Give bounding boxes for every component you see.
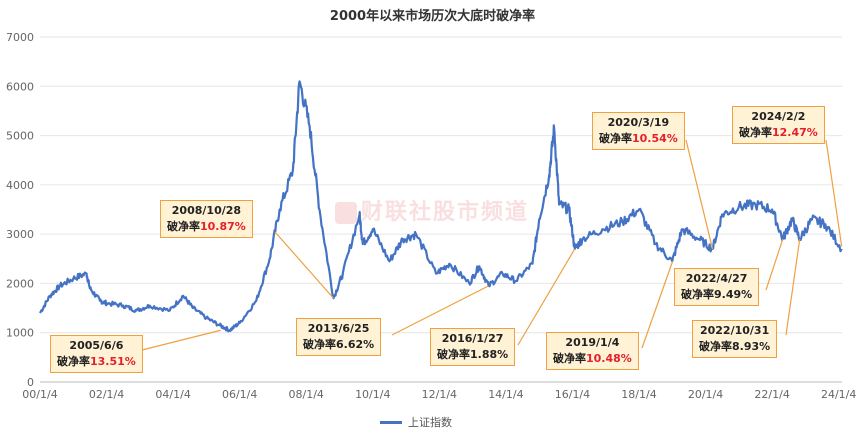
callout-pb-label: 破净率 xyxy=(599,132,632,145)
watermark-logo-icon xyxy=(335,202,357,224)
callout-2022-4-27: 2022/4/27 破净率9.49% xyxy=(674,268,760,306)
callout-pb-label: 破净率 xyxy=(437,348,470,361)
callout-leader-line xyxy=(391,285,489,336)
callout-leader-line xyxy=(141,329,221,351)
callout-pb-label: 破净率 xyxy=(57,355,90,368)
callout-leader-line xyxy=(685,139,714,250)
callout-pb-value: 10.54% xyxy=(632,132,678,145)
callout-2005-6-6: 2005/6/6 破净率13.51% xyxy=(50,335,143,373)
x-tick-label: 08/1/4 xyxy=(289,388,324,401)
callout-pb-value: 13.51% xyxy=(90,355,136,368)
x-tick-label: 00/1/4 xyxy=(22,388,57,401)
x-tick-label: 22/1/4 xyxy=(754,388,789,401)
legend[interactable]: 上证指数 xyxy=(380,414,452,430)
watermark-text: 财联社股市频道 xyxy=(361,200,530,225)
x-tick-label: 06/1/4 xyxy=(222,388,257,401)
callout-2019-1-4: 2019/1/4 破净率10.48% xyxy=(546,332,639,370)
callout-pb-value: 8.93% xyxy=(732,340,771,353)
x-tick-label: 02/1/4 xyxy=(89,388,124,401)
callout-pb: 破净率6.62% xyxy=(303,337,374,353)
callout-pb-label: 破净率 xyxy=(303,338,336,351)
callout-date: 2020/3/19 xyxy=(607,116,670,129)
callout-leader-line xyxy=(765,238,784,291)
callout-pb: 破净率10.54% xyxy=(599,131,678,147)
callout-pb: 破净率1.88% xyxy=(437,347,508,363)
callout-pb-label: 破净率 xyxy=(681,288,714,301)
y-tick-label: 2000 xyxy=(6,277,34,290)
callout-date: 2005/6/6 xyxy=(69,339,124,352)
callout-pb-value: 9.49% xyxy=(714,288,753,301)
legend-label: 上证指数 xyxy=(408,416,452,429)
callout-pb: 破净率13.51% xyxy=(57,354,136,370)
y-tick-label: 6000 xyxy=(6,80,34,93)
y-tick-label: 5000 xyxy=(6,130,34,143)
callout-pb-value: 10.87% xyxy=(200,220,246,233)
callout-leader-line xyxy=(517,248,576,346)
y-tick-label: 4000 xyxy=(6,179,34,192)
callout-date: 2019/1/4 xyxy=(565,336,620,349)
callout-pb-value: 10.48% xyxy=(586,352,632,365)
watermark: 财联社股市频道 xyxy=(335,194,529,226)
callout-date: 2024/2/2 xyxy=(751,110,806,123)
callout-leader-line xyxy=(641,261,674,349)
callout-date: 2016/1/27 xyxy=(441,332,504,345)
callout-pb-value: 12.47% xyxy=(772,126,818,139)
x-tick-label: 12/1/4 xyxy=(422,388,457,401)
callout-date: 2022/4/27 xyxy=(685,272,748,285)
x-tick-label: 04/1/4 xyxy=(155,388,190,401)
callout-leader-line xyxy=(785,238,801,336)
legend-swatch xyxy=(380,420,402,424)
callout-pb-value: 1.88% xyxy=(470,348,509,361)
x-tick-label: 16/1/4 xyxy=(555,388,590,401)
callout-pb: 破净率10.87% xyxy=(167,219,246,235)
x-tick-label: 14/1/4 xyxy=(488,388,523,401)
y-tick-label: 3000 xyxy=(6,228,34,241)
callout-pb-label: 破净率 xyxy=(167,220,200,233)
callout-2024-2-2: 2024/2/2 破净率12.47% xyxy=(732,106,825,144)
callout-date: 2022/10/31 xyxy=(699,324,770,337)
callout-date: 2013/6/25 xyxy=(307,322,370,335)
callout-date: 2008/10/28 xyxy=(171,204,242,217)
x-tick-label: 20/1/4 xyxy=(688,388,723,401)
callout-2016-1-27: 2016/1/27 破净率1.88% xyxy=(430,328,516,366)
chart-title: 2000年以来市场历次大底时破净率 xyxy=(329,9,536,24)
callout-2022-10-31: 2022/10/31 破净率8.93% xyxy=(692,320,778,358)
series-line-shanghai-index xyxy=(39,80,843,333)
callout-pb-label: 破净率 xyxy=(699,340,732,353)
x-tick-label: 24/1/4 xyxy=(821,388,856,401)
callout-pb: 破净率8.93% xyxy=(699,339,770,355)
y-tick-label: 7000 xyxy=(6,31,34,44)
callout-2013-6-25: 2013/6/25 破净率6.62% xyxy=(296,318,382,356)
callout-pb-value: 6.62% xyxy=(336,338,375,351)
x-tick-label: 18/1/4 xyxy=(621,388,656,401)
callout-leader-line xyxy=(274,231,334,299)
callout-pb-label: 破净率 xyxy=(553,352,586,365)
callout-2020-3-19: 2020/3/19 破净率10.54% xyxy=(592,112,685,150)
callout-pb: 破净率12.47% xyxy=(739,125,818,141)
callout-2008-10-28: 2008/10/28 破净率10.87% xyxy=(160,200,253,238)
y-tick-label: 1000 xyxy=(6,327,34,340)
y-tick-label: 0 xyxy=(27,376,34,389)
callout-leader-line xyxy=(825,139,843,247)
x-tick-label: 10/1/4 xyxy=(355,388,390,401)
callout-pb: 破净率9.49% xyxy=(681,287,752,303)
callout-pb: 破净率10.48% xyxy=(553,351,632,367)
callout-pb-label: 破净率 xyxy=(739,126,772,139)
